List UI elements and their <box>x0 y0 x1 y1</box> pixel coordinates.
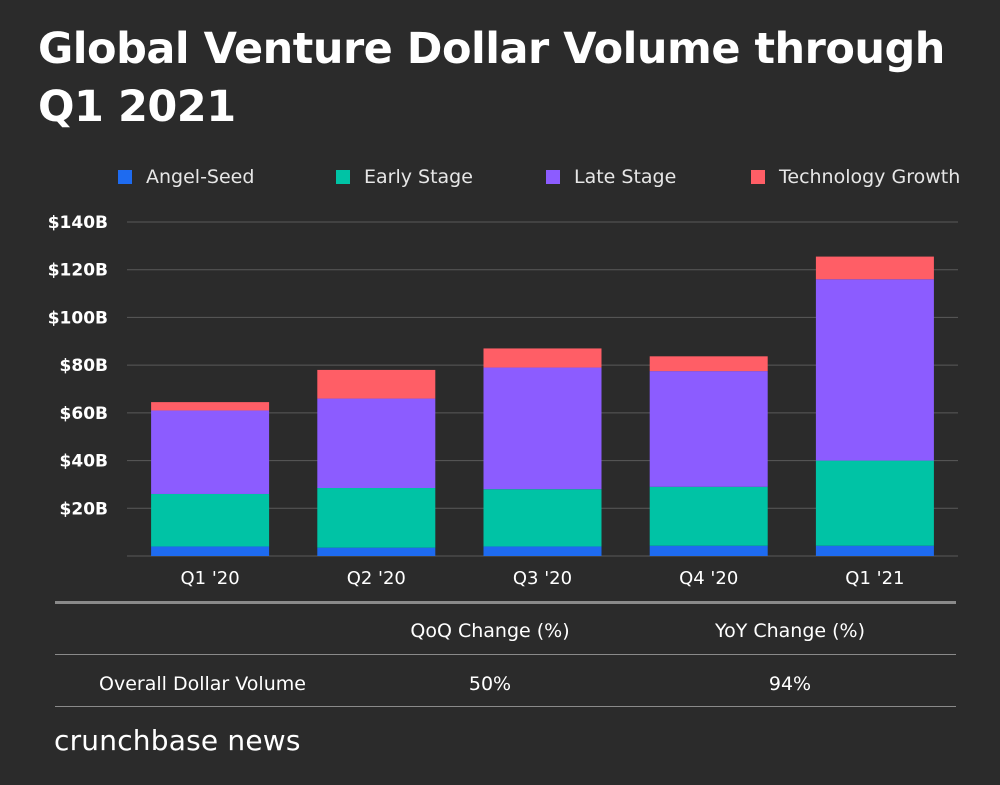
bar-segment-technology-growth <box>649 356 768 372</box>
bar-segment-technology-growth <box>483 348 602 368</box>
table-header-yoy: YoY Change (%) <box>714 620 865 642</box>
bar-segment-early-stage <box>317 488 436 548</box>
bar-segment-technology-growth <box>317 369 436 399</box>
bar-segment-late-stage <box>649 371 768 487</box>
x-tick-label: Q2 '20 <box>347 568 406 589</box>
y-axis-labels: $20B $40B $60B $80B $100B $120B $140B <box>48 213 108 519</box>
legend-label-late-stage: Late Stage <box>574 166 677 188</box>
x-tick-label: Q1 '21 <box>845 568 904 589</box>
table-bottom-rule <box>55 706 956 707</box>
legend-item-technology-growth: Technology Growth <box>751 166 960 188</box>
x-tick-label: Q4 '20 <box>679 568 738 589</box>
bar-segment-angel-seed <box>317 547 436 556</box>
x-tick-label: Q3 '20 <box>513 568 572 589</box>
table-header-rule <box>55 654 956 655</box>
legend-swatch-early-stage <box>336 170 350 184</box>
legend-item-late-stage: Late Stage <box>546 166 676 188</box>
legend-item-angel-seed: Angel-Seed <box>118 166 254 188</box>
x-tick-label: Q1 '20 <box>180 568 239 589</box>
table-row-label: Overall Dollar Volume <box>99 673 306 695</box>
bar-segment-early-stage <box>649 486 768 546</box>
table-header-qoq: QoQ Change (%) <box>410 620 570 642</box>
bar-segment-technology-growth <box>151 402 270 411</box>
table-cell-qoq: 50% <box>468 673 512 695</box>
legend-swatch-technology-growth <box>751 170 765 184</box>
brand-logo: crunchbase news <box>54 724 301 757</box>
bar-segment-late-stage <box>815 279 934 461</box>
y-tick-label: $80B <box>60 356 108 376</box>
chart-bars <box>151 256 934 556</box>
legend-swatch-late-stage <box>546 170 560 184</box>
bar-segment-early-stage <box>151 493 270 547</box>
x-axis-labels: Q1 '20 Q2 '20 Q3 '20 Q4 '20 Q1 '21 <box>180 568 904 589</box>
legend-swatch-angel-seed <box>118 170 132 184</box>
bar-segment-early-stage <box>483 489 602 547</box>
y-tick-label: $120B <box>48 261 108 281</box>
y-tick-label: $40B <box>60 452 108 472</box>
bar-segment-angel-seed <box>151 546 270 556</box>
bar-segment-technology-growth <box>815 256 934 280</box>
bar-segment-late-stage <box>483 367 602 490</box>
bar-segment-angel-seed <box>815 545 934 556</box>
y-tick-label: $100B <box>48 308 108 328</box>
stacked-bar-chart: $20B $40B $60B $80B $100B $120B $140B Q1 '20 Q2… <box>48 213 958 589</box>
legend-item-early-stage: Early Stage <box>336 166 473 188</box>
bar-segment-angel-seed <box>649 545 768 556</box>
bar-segment-angel-seed <box>483 546 602 556</box>
chart-title: Global Venture Dollar Volume through Q1 … <box>38 24 945 132</box>
bar-segment-late-stage <box>317 398 436 489</box>
legend-label-technology-growth: Technology Growth <box>779 166 961 188</box>
chart-legend: Angel-Seed Early Stage Late Stage Techno… <box>0 166 1000 192</box>
y-tick-label: $140B <box>48 213 108 233</box>
legend-label-angel-seed: Angel-Seed <box>146 166 255 188</box>
y-tick-label: $60B <box>60 404 108 424</box>
y-tick-label: $20B <box>60 499 108 519</box>
bar-segment-late-stage <box>151 410 270 494</box>
table-top-rule <box>55 601 956 604</box>
legend-label-early-stage: Early Stage <box>364 166 473 188</box>
table-cell-yoy: 94% <box>768 673 812 695</box>
bar-segment-early-stage <box>815 460 934 546</box>
